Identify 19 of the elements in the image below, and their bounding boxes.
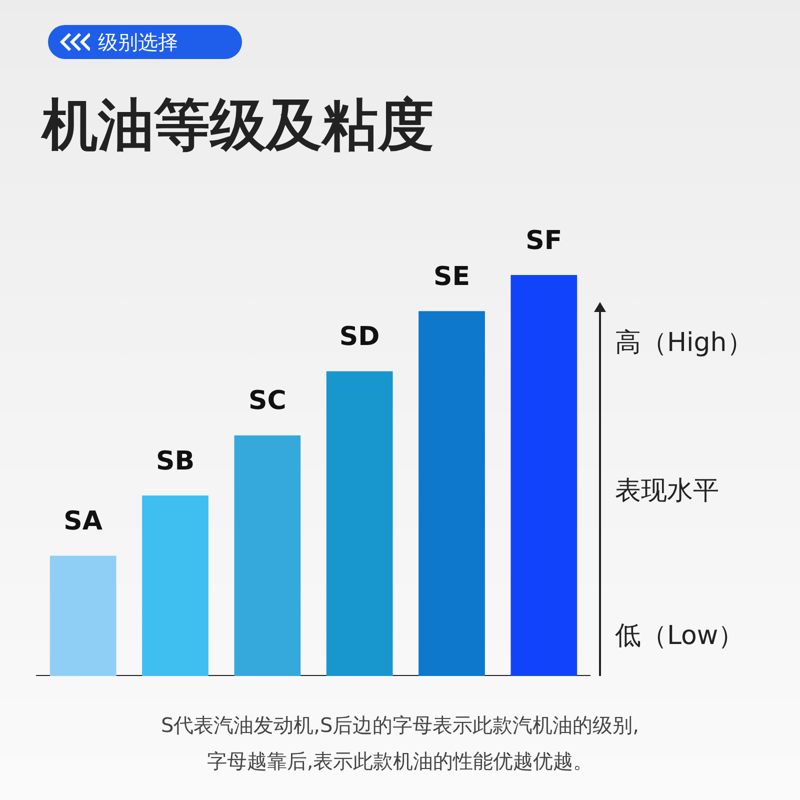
bar: [326, 371, 393, 676]
bar: [142, 496, 208, 676]
x-tick-label: SE: [434, 262, 470, 292]
bar: [234, 435, 301, 676]
bar: [50, 556, 116, 676]
text: 高（High）: [615, 327, 753, 360]
x-tick-label: SF: [526, 226, 562, 256]
bar: [510, 275, 578, 676]
text: 字母越靠后,表示此款机油的性能优越优越。: [206, 748, 594, 775]
y-axis-title: 表现水平: [615, 475, 719, 508]
x-tick-label: SA: [64, 506, 103, 536]
x-tick-label: SC: [248, 386, 286, 416]
chart-subtitle: 级别选择: [48, 25, 242, 59]
text: S代表汽油发动机,S后边的字母表示此款汽机油的级别,: [160, 712, 640, 739]
x-tick-label: SD: [339, 322, 380, 352]
chart-title: 机油等级及粘度: [42, 92, 434, 160]
bar: [418, 311, 485, 676]
x-tick-label: SB: [156, 446, 195, 476]
text: 低（Low）: [615, 620, 744, 653]
